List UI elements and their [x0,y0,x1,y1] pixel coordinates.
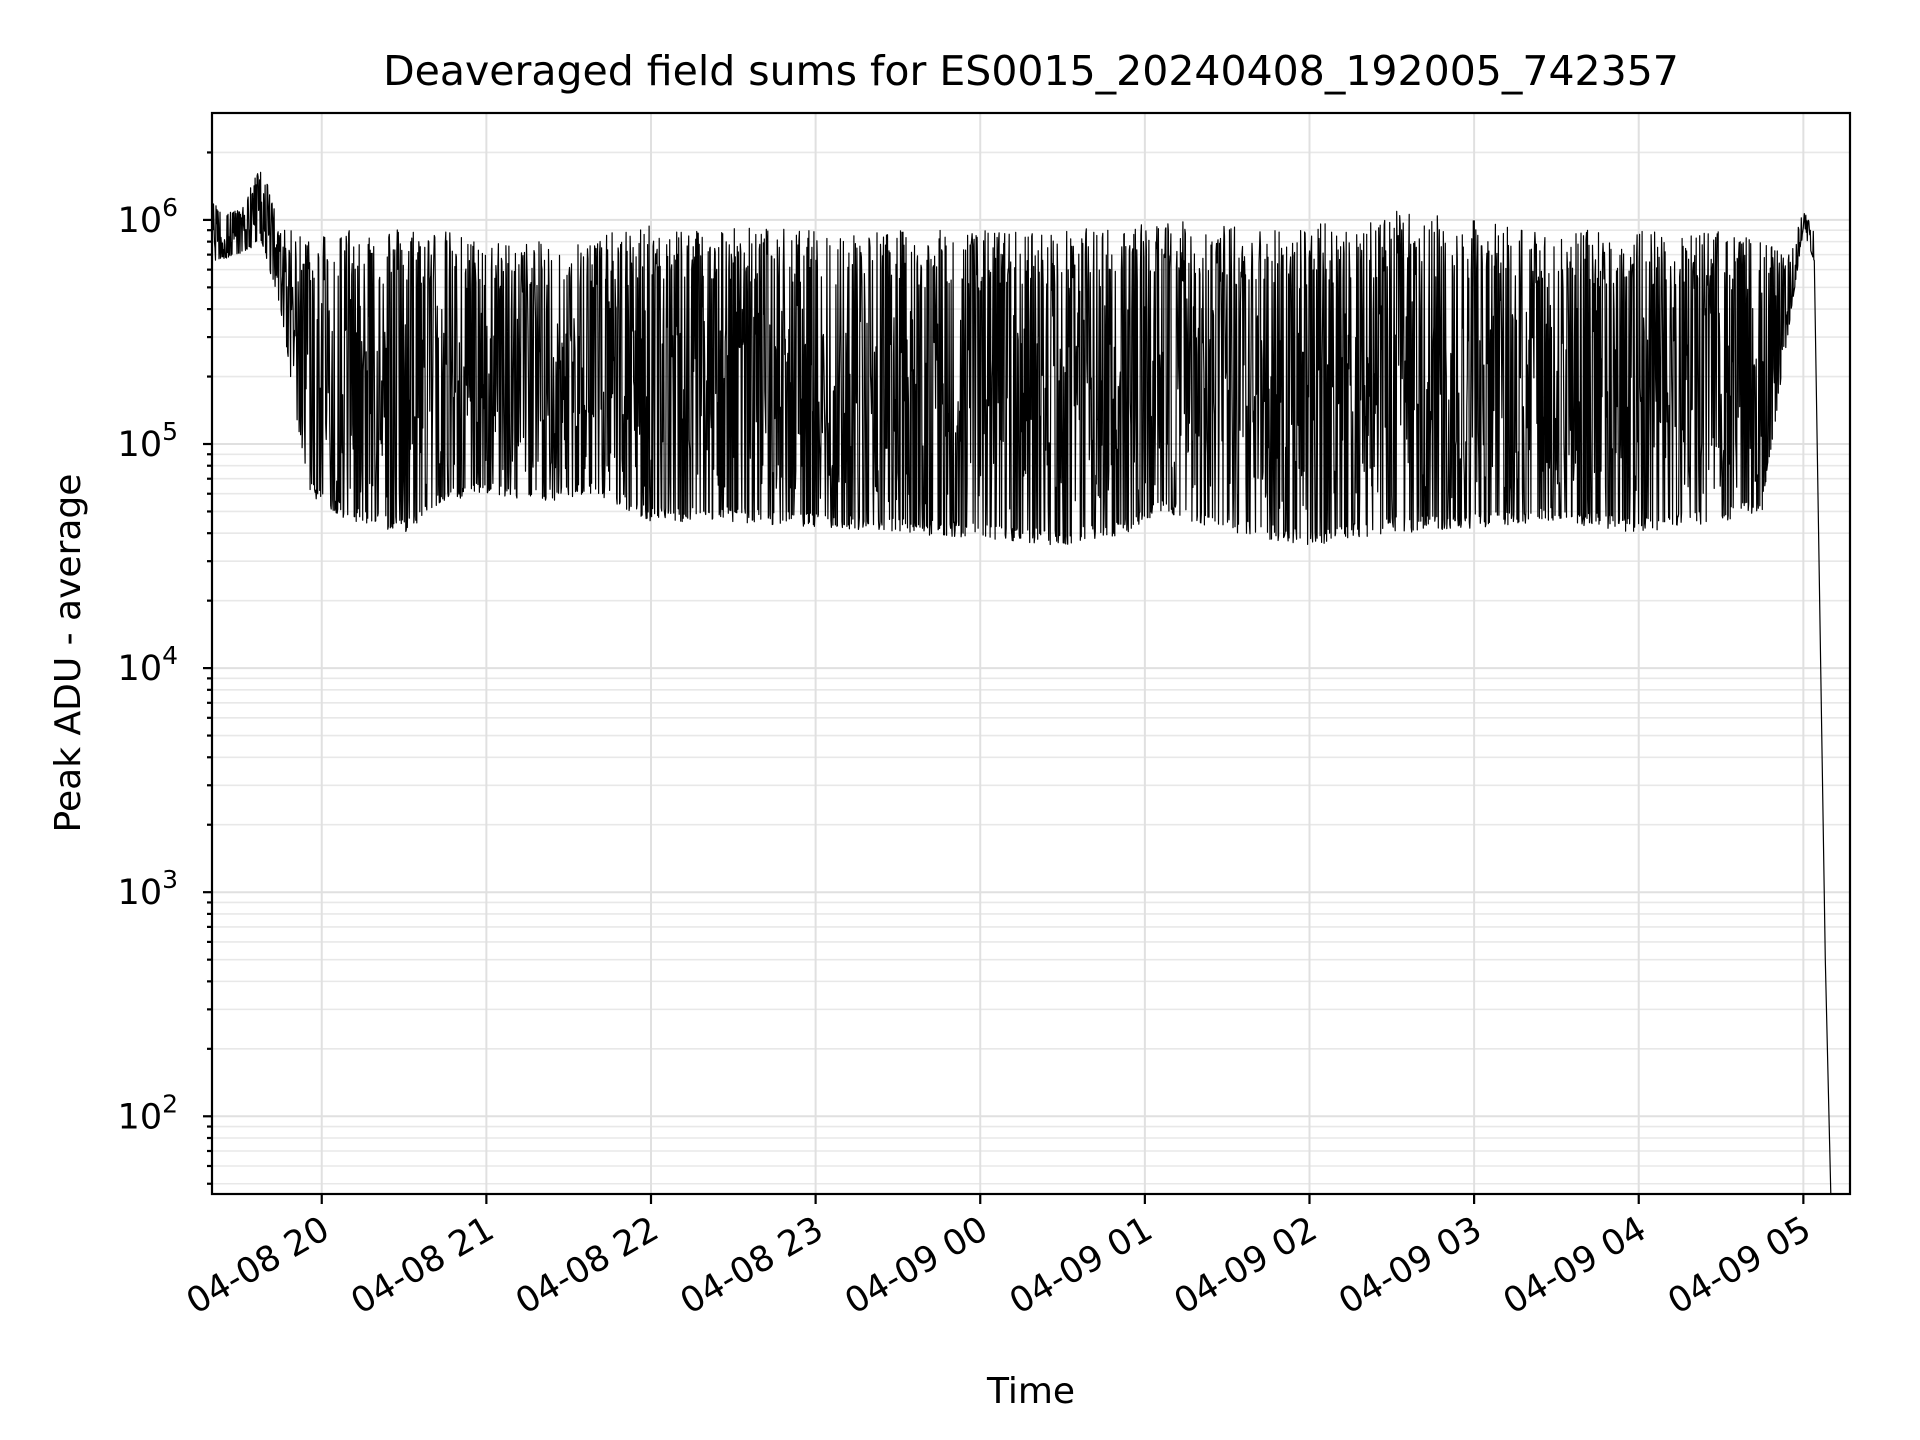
y-tick-exponent: 6 [162,193,178,222]
minor-gridlines [212,151,1850,1185]
y-tick-exponent: 2 [162,1089,178,1118]
chart-title: Deaveraged field sums for ES0015_2024040… [383,47,1679,95]
plot-frame [210,111,1852,1196]
y-axis-label: Peak ADU - average [48,474,89,833]
y-tick-label: 104 [118,641,178,689]
y-tick-exponent: 3 [162,865,178,894]
x-axis-label: Time [986,1371,1075,1412]
y-tick-exponent: 5 [162,417,178,446]
series-line [211,171,1832,1195]
y-tick-exponent: 4 [162,641,178,670]
